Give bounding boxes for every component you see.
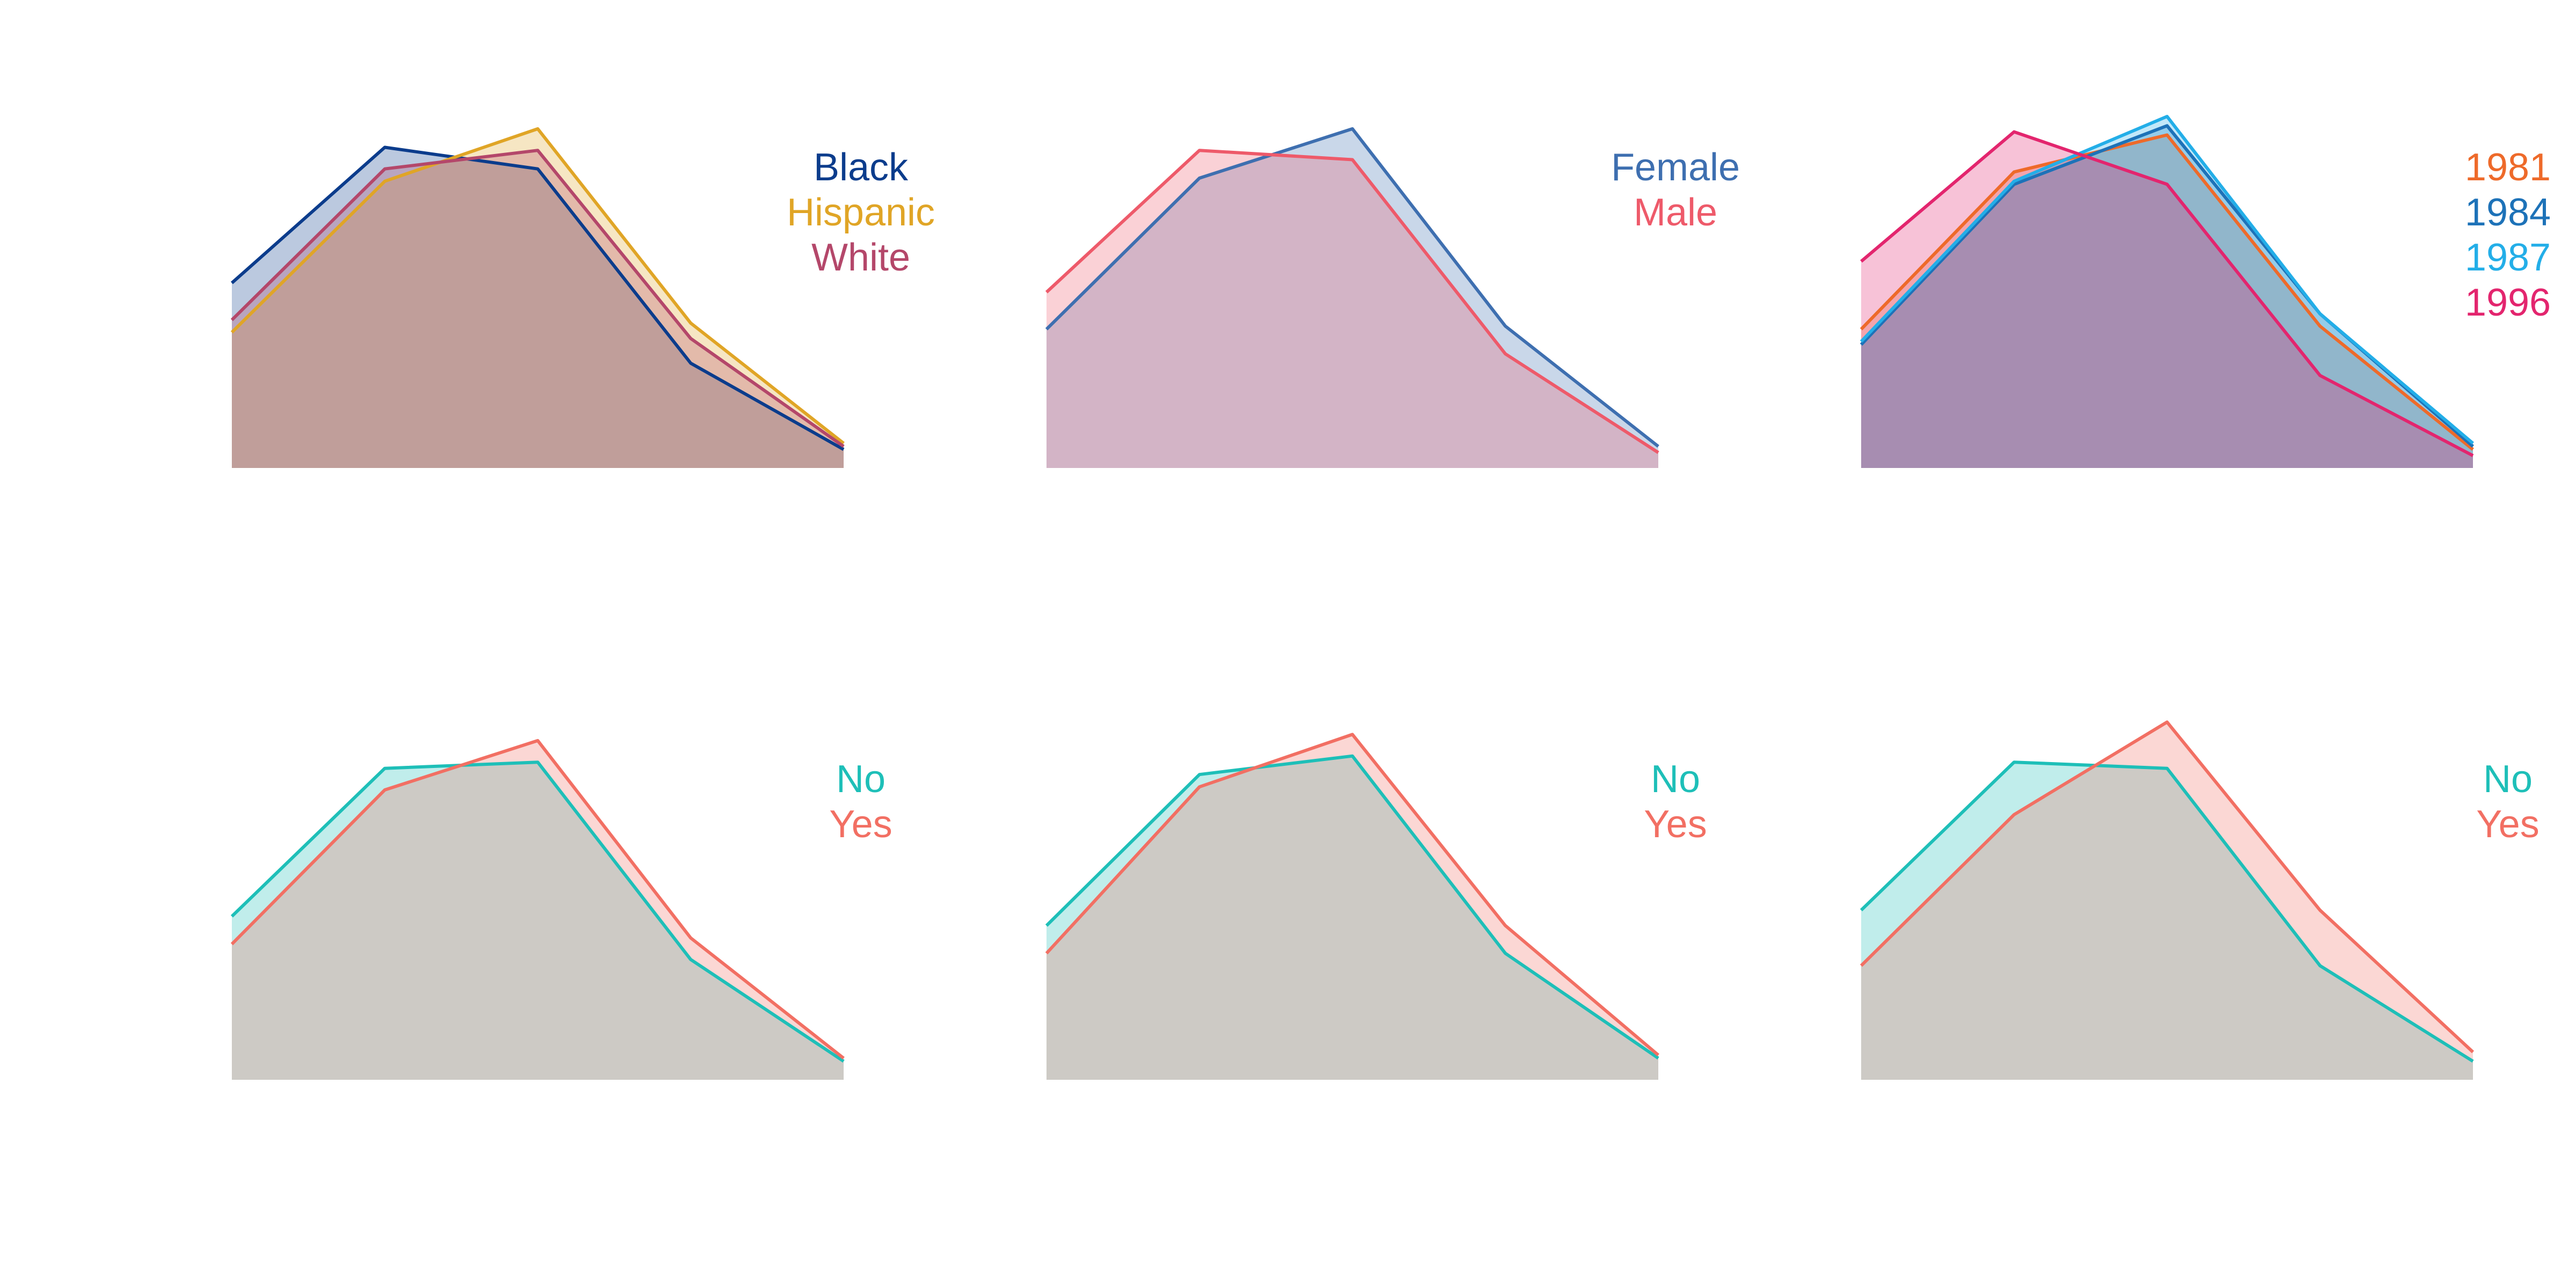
area-yes-panel-5 [1046, 734, 1658, 1080]
area-male-panel-2 [1046, 150, 1658, 468]
legend-label-hispanic: Hispanic [787, 191, 935, 234]
line-white-panel-1 [230, 149, 845, 448]
legend-label-1981: 1981 [2465, 146, 2551, 189]
area-female-panel-2 [1046, 129, 1658, 468]
area-1981-panel-3 [1861, 135, 2473, 468]
line-no-panel-5 [1045, 754, 1659, 1060]
legend-label-white: White [811, 236, 910, 279]
legend-label-no: No [1651, 758, 1700, 801]
legend-label-female: Female [1611, 146, 1740, 189]
area-1987-panel-3 [1861, 116, 2473, 468]
line-hispanic-panel-1 [230, 127, 845, 445]
legend-label-1984: 1984 [2465, 191, 2551, 234]
line-1981-panel-3 [1860, 133, 2474, 451]
line-1996-panel-3 [1860, 130, 2474, 457]
line-yes-panel-4 [230, 739, 845, 1060]
line-no-panel-4 [230, 760, 845, 1063]
legend-label-yes: Yes [2476, 803, 2539, 846]
area-no-panel-4 [232, 762, 844, 1080]
area-hispanic-panel-1 [232, 129, 844, 468]
line-black-panel-1 [231, 145, 845, 451]
legend-label-yes: Yes [1644, 803, 1707, 846]
line-yes-panel-6 [1860, 720, 2475, 1053]
line-1987-panel-3 [1860, 115, 2474, 445]
line-female-panel-2 [1045, 127, 1659, 448]
legend-label-no: No [836, 758, 885, 801]
area-1996-panel-3 [1861, 131, 2473, 468]
area-yes-panel-4 [232, 741, 844, 1080]
area-white-panel-1 [232, 150, 844, 468]
legend-label-1996: 1996 [2465, 281, 2551, 324]
legend-label-1987: 1987 [2465, 236, 2551, 279]
area-yes-panel-6 [1861, 722, 2473, 1080]
legend-label-yes: Yes [829, 803, 892, 846]
line-yes-panel-5 [1045, 733, 1659, 1057]
line-male-panel-2 [1045, 149, 1659, 454]
legend-label-no: No [2483, 758, 2533, 801]
area-no-panel-5 [1046, 756, 1658, 1080]
area-no-panel-6 [1861, 762, 2473, 1080]
legend-label-black: Black [814, 146, 909, 189]
line-no-panel-6 [1860, 760, 2474, 1063]
area-black-panel-1 [232, 147, 844, 468]
area-1984-panel-3 [1861, 126, 2473, 469]
legend-label-male: Male [1634, 191, 1717, 234]
